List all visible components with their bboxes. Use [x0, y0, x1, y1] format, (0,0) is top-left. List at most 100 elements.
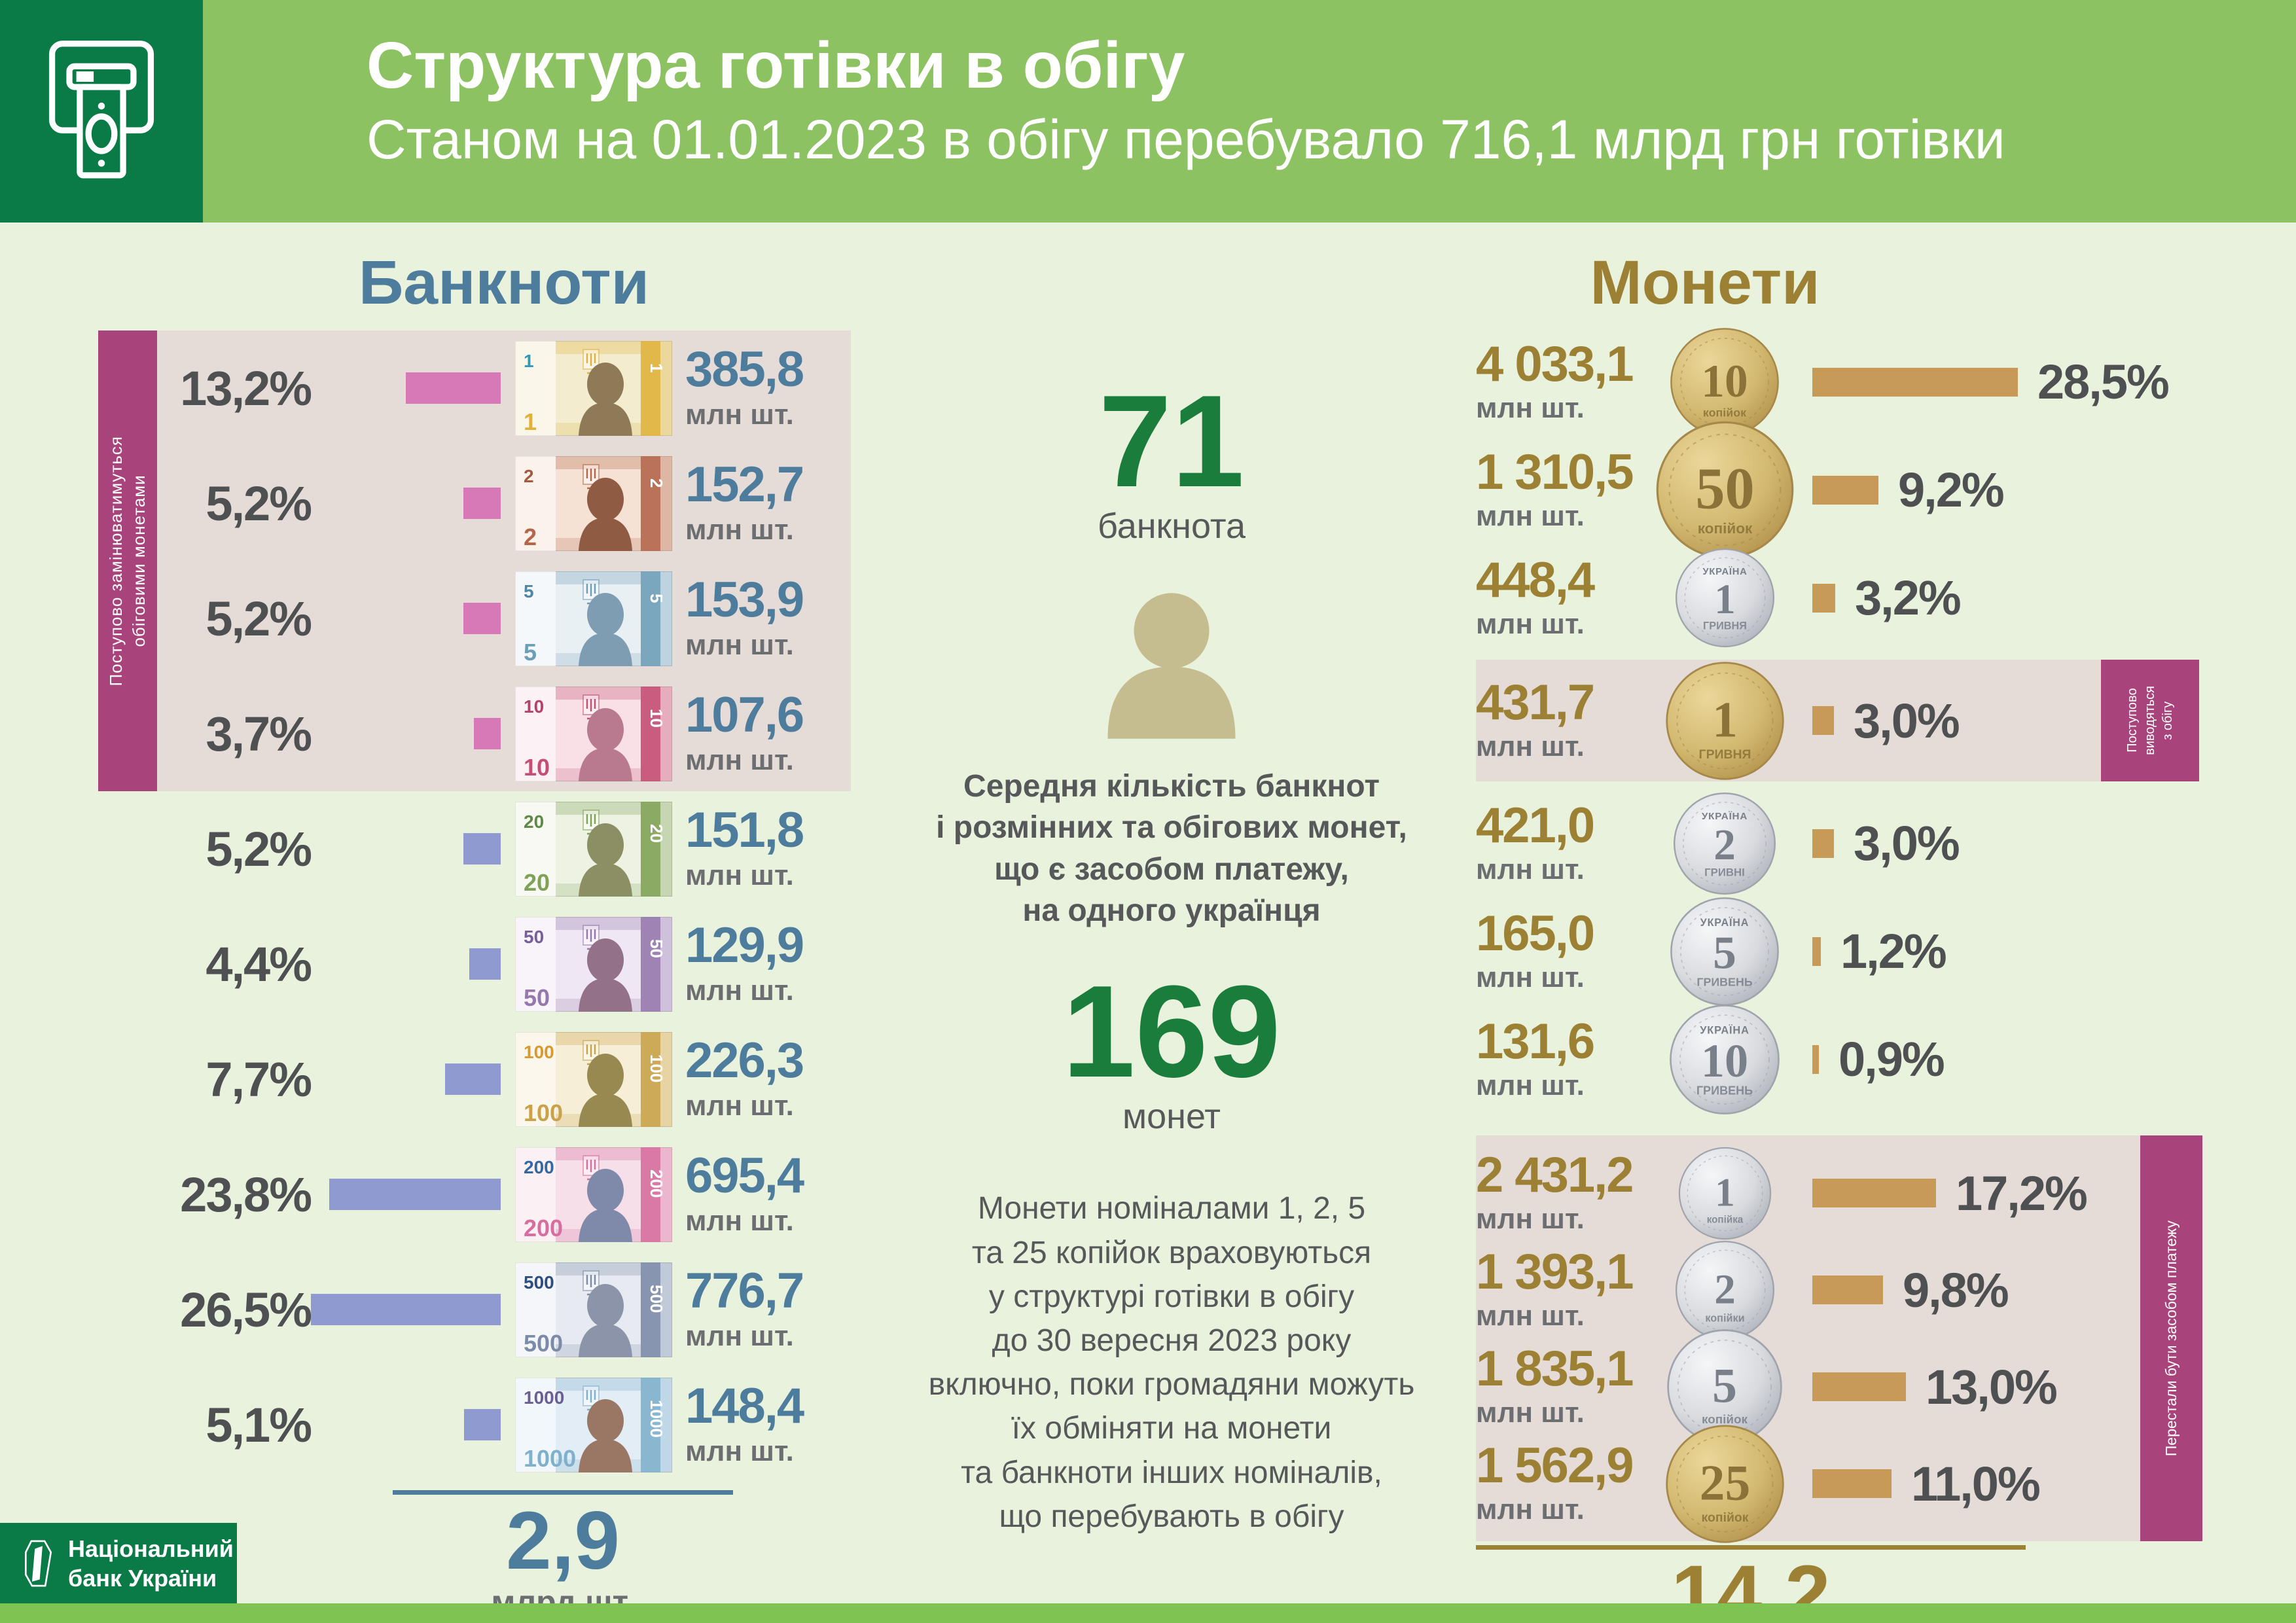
coins-per-person-label: монет	[1122, 1097, 1221, 1137]
coins-rows-stopped: 2 431,2 млн шт. 1 копійка 17,2% 1 393,1 …	[1476, 1135, 2140, 1544]
svg-text:копійок: копійок	[1702, 1413, 1748, 1427]
banknote-image-wrap: 500 500 500	[515, 1262, 672, 1357]
banknote-count: 152,7	[685, 457, 804, 512]
coin-row-2-копійки: 1 393,1 млн шт. 2 копійки 9,8%	[1476, 1240, 2140, 1340]
banknote-barbox	[311, 1409, 501, 1440]
svg-text:копійок: копійок	[1697, 520, 1752, 537]
banknote-10-image: 10 10 10	[515, 686, 672, 781]
svg-text:2: 2	[524, 524, 537, 550]
coin-percent: 3,0%	[1854, 816, 1960, 870]
banknotes-per-person-number: 71	[1098, 368, 1245, 514]
svg-text:500: 500	[524, 1330, 563, 1357]
banknote-50-image: 50 50 50	[515, 916, 672, 1012]
coins-withdrawn-strip: Поступово виводяться з обігу	[2101, 660, 2199, 781]
banknote-barbox	[311, 1063, 501, 1095]
coin-bar	[1812, 829, 1834, 858]
banknote-count: 385,8	[685, 342, 804, 397]
banknote-image-wrap: 5 5 5	[515, 571, 672, 666]
coin-image-wrap: 25 копійок	[1646, 1423, 1803, 1544]
banknote-row-1000: 5,1% 1000 1000 1000 148,4 млн шт.	[157, 1367, 851, 1482]
svg-text:100: 100	[647, 1054, 666, 1082]
coin-count-unit: млн шт.	[1476, 730, 1585, 762]
svg-text:1: 1	[1714, 576, 1736, 623]
banknote-barbox	[311, 718, 501, 749]
banknote-percent: 3,7%	[206, 706, 312, 761]
nbu-logo-icon	[25, 1540, 52, 1586]
coin-count: 1 310,5	[1476, 444, 1634, 500]
svg-text:10: 10	[524, 696, 544, 717]
banknotes-side-label: Поступово замінюватимуться обіговими мон…	[105, 435, 149, 687]
coin-10-ГРИВЕНЬ-image: УКРАЇНА 10 ГРИВЕНЬ	[1670, 1004, 1780, 1115]
banknote-count: 695,4	[685, 1148, 804, 1204]
svg-text:5: 5	[524, 639, 537, 666]
banknote-count: 151,8	[685, 802, 804, 858]
coin-bar	[1812, 367, 2018, 397]
coin-image-wrap: 1 ГРИВНЯ	[1646, 660, 1803, 781]
coin-count-unit: млн шт.	[1476, 1203, 1585, 1235]
banknote-count-block: 226,3 млн шт.	[685, 1036, 842, 1122]
banknote-5-image: 5 5 5	[515, 571, 672, 666]
banknote-barbox	[311, 372, 501, 404]
banknote-percent: 23,8%	[180, 1167, 312, 1222]
page-subtitle: Станом на 01.01.2023 в обігу перебувало …	[367, 109, 2005, 170]
banknote-percent: 5,1%	[206, 1397, 312, 1452]
svg-text:200: 200	[524, 1157, 554, 1177]
coin-count: 1 835,1	[1476, 1341, 1634, 1397]
coin-bar	[1812, 583, 1835, 613]
coin-percent: 11,0%	[1911, 1456, 2041, 1511]
coin-count-block: 431,7 млн шт.	[1476, 678, 1646, 763]
banknote-percent: 5,2%	[206, 821, 312, 876]
banknote-count: 226,3	[685, 1033, 804, 1088]
coin-image-wrap: УКРАЇНА 2 ГРИВНІ	[1646, 791, 1803, 896]
banknote-200-image: 200 200 200	[515, 1147, 672, 1242]
coin-2-ГРИВНІ-image: УКРАЇНА 2 ГРИВНІ	[1674, 792, 1776, 895]
banknote-image-wrap: 10 10 10	[515, 686, 672, 781]
banknote-bar	[329, 1179, 501, 1210]
svg-text:200: 200	[524, 1215, 563, 1241]
svg-text:10: 10	[647, 709, 666, 728]
coins-rows-mid: 421,0 млн шт. УКРАЇНА 2 ГРИВНІ 3,0% 165,…	[1476, 789, 2296, 1116]
coin-count-block: 165,0 млн шт.	[1476, 908, 1646, 994]
coin-1-ГРИВНЯ-image: УКРАЇНА 1 ГРИВНЯ	[1675, 548, 1774, 648]
banknote-barbox	[311, 603, 501, 634]
coins-withdrawn-label: Поступово виводяться з обігу	[2125, 686, 2175, 755]
banknote-1-image: 1 1 1	[515, 340, 672, 436]
coin-bar	[1812, 1179, 1936, 1207]
bottom-accent-bar	[0, 1603, 2296, 1623]
coin-bar	[1812, 1275, 1883, 1304]
banknote-row-50: 4,4% 50 50 50 129,9 млн шт.	[157, 906, 851, 1022]
svg-text:УКРАЇНА: УКРАЇНА	[1700, 1024, 1749, 1036]
banknote-barbox	[311, 833, 501, 865]
banknotes-per-person-label: банкнота	[1098, 507, 1246, 546]
coin-bar	[1812, 475, 1878, 505]
coin-count: 1 562,9	[1476, 1438, 1634, 1493]
banknotes-rows-circulating: 5,2% 20 20 20 151,8 млн шт. 4,4%	[157, 791, 851, 1482]
coin-percent: 3,2%	[1855, 571, 1962, 625]
coin-percent: 0,9%	[1839, 1032, 1945, 1086]
banknote-barbox	[311, 1294, 501, 1325]
banknote-image-wrap: 20 20 20	[515, 801, 672, 897]
coin-bar	[1812, 1372, 1906, 1401]
svg-text:1: 1	[1715, 1171, 1734, 1215]
banknote-count-block: 385,8 млн шт.	[685, 345, 842, 431]
coin-25-копійок-image: 25 копійок	[1665, 1424, 1784, 1543]
svg-text:УКРАЇНА: УКРАЇНА	[1702, 811, 1748, 822]
banknotes-total: 2,9 млрд шт.	[393, 1490, 733, 1621]
coins-rows-withdrawn: 431,7 млн шт. 1 ГРИВНЯ 3,0%	[1476, 660, 2101, 781]
coin-percent: 9,8%	[1903, 1262, 2009, 1317]
banknote-count-unit: млн шт.	[685, 629, 794, 661]
banknotes-total-value: 2,9	[506, 1495, 620, 1586]
coin-image-wrap: УКРАЇНА 10 ГРИВЕНЬ	[1646, 1003, 1803, 1116]
banknote-count: 153,9	[685, 572, 804, 628]
svg-text:2: 2	[647, 478, 666, 488]
coin-image-wrap: УКРАЇНА 1 ГРИВНЯ	[1646, 547, 1803, 649]
coin-percent: 3,0%	[1854, 693, 1960, 748]
banknote-count-unit: млн шт.	[685, 1320, 794, 1352]
header-logo-box	[0, 0, 203, 223]
coins-rows-top: 4 033,1 млн шт. 10 копійок 28,5% 1 310,5…	[1476, 327, 2296, 652]
svg-text:500: 500	[524, 1272, 554, 1293]
coin-count: 131,6	[1476, 1013, 1595, 1069]
coin-count: 4 033,1	[1476, 336, 1634, 392]
coin-image-wrap: УКРАЇНА 5 ГРИВЕНЬ	[1646, 896, 1803, 1007]
coin-row-1-ГРИВНЯ: 448,4 млн шт. УКРАЇНА 1 ГРИВНЯ 3,2%	[1476, 544, 2296, 652]
